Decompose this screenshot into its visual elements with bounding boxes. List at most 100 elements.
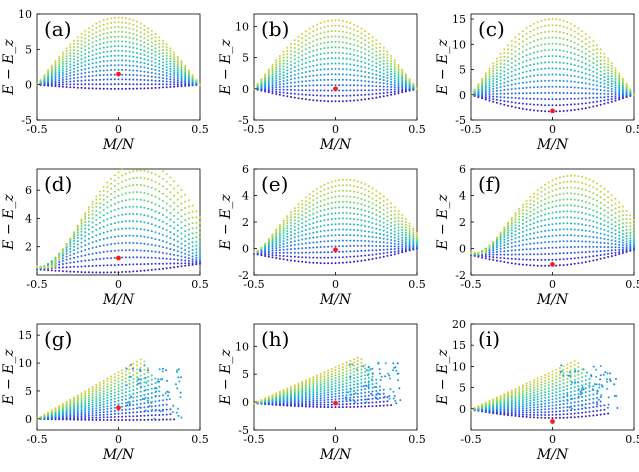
data-point — [503, 77, 506, 80]
data-point — [110, 83, 113, 86]
data-point — [61, 78, 64, 81]
data-point — [282, 59, 285, 62]
data-point — [529, 52, 532, 55]
data-point — [301, 41, 304, 44]
data-point — [540, 98, 543, 100]
data-point — [117, 412, 120, 415]
data-point — [187, 233, 190, 236]
data-point — [110, 384, 113, 387]
data-point — [165, 247, 168, 249]
data-point — [184, 262, 187, 265]
data-point — [319, 205, 322, 208]
data-point — [521, 50, 524, 53]
data-point — [393, 245, 396, 248]
data-point — [607, 196, 610, 199]
data-point — [592, 62, 595, 64]
data-point — [143, 373, 146, 375]
data-point — [499, 260, 502, 263]
data-point — [379, 71, 381, 74]
data-point — [69, 69, 72, 72]
data-point — [162, 49, 164, 52]
data-point — [379, 96, 381, 98]
data-point — [618, 237, 621, 240]
data-point — [128, 73, 131, 76]
data-point — [150, 56, 153, 59]
data-point — [625, 240, 628, 243]
data-point — [495, 259, 498, 262]
data-point — [54, 263, 57, 266]
data-point — [327, 84, 330, 87]
data-point — [393, 217, 396, 220]
data-point — [99, 206, 101, 209]
data-point — [510, 70, 513, 73]
data-point — [110, 375, 113, 378]
data-point — [603, 257, 606, 259]
data-point — [393, 227, 396, 230]
data-point — [73, 402, 75, 405]
data-point — [124, 36, 127, 39]
data-point — [401, 214, 404, 216]
data-point — [525, 229, 528, 232]
data-point — [110, 17, 113, 20]
data-point — [397, 243, 400, 246]
data-point — [488, 255, 491, 258]
data-point — [536, 32, 539, 35]
data-point — [499, 99, 502, 102]
data-point — [136, 249, 138, 252]
data-point — [525, 38, 528, 41]
data-point — [371, 226, 374, 229]
data-point — [154, 50, 157, 53]
data-point — [173, 208, 176, 211]
data-point — [65, 70, 68, 73]
data-point — [275, 70, 278, 73]
data-point — [102, 51, 105, 54]
data-point — [629, 214, 632, 217]
data-point — [95, 83, 98, 86]
data-point — [327, 78, 330, 81]
data-point — [293, 73, 296, 76]
data-point — [382, 217, 385, 220]
data-point — [80, 406, 83, 409]
data-point — [147, 269, 150, 272]
data-point — [367, 32, 370, 35]
data-point — [110, 413, 113, 416]
data-point — [91, 226, 94, 229]
data-point — [349, 206, 352, 209]
data-points — [36, 168, 201, 274]
data-point — [282, 234, 285, 237]
data-point — [390, 78, 393, 81]
data-point — [145, 381, 148, 384]
data-point — [58, 79, 61, 82]
data-point — [124, 263, 127, 266]
data-point — [150, 41, 153, 44]
data-point — [525, 27, 528, 30]
data-point — [588, 101, 591, 104]
data-point — [271, 79, 274, 81]
data-point — [191, 245, 194, 248]
data-point — [625, 225, 628, 228]
data-point — [113, 406, 116, 409]
data-point — [386, 85, 389, 88]
data-point — [544, 235, 547, 238]
data-point — [99, 29, 101, 32]
data-point — [76, 73, 79, 76]
data-point — [521, 203, 524, 206]
data-point — [69, 46, 72, 49]
data-point — [341, 228, 344, 231]
data-point — [588, 59, 591, 62]
data-point — [495, 92, 498, 95]
data-point — [143, 406, 146, 409]
data-point — [603, 209, 606, 212]
data-point — [132, 381, 135, 384]
data-point — [371, 85, 374, 87]
data-point — [132, 78, 135, 81]
data-point — [132, 87, 135, 90]
data-point — [154, 244, 157, 247]
data-point — [95, 400, 98, 403]
data-point — [267, 68, 270, 71]
data-point — [106, 18, 109, 21]
data-point — [338, 100, 341, 103]
data-point — [165, 222, 168, 225]
data-point — [618, 88, 621, 90]
data-point — [345, 206, 348, 209]
